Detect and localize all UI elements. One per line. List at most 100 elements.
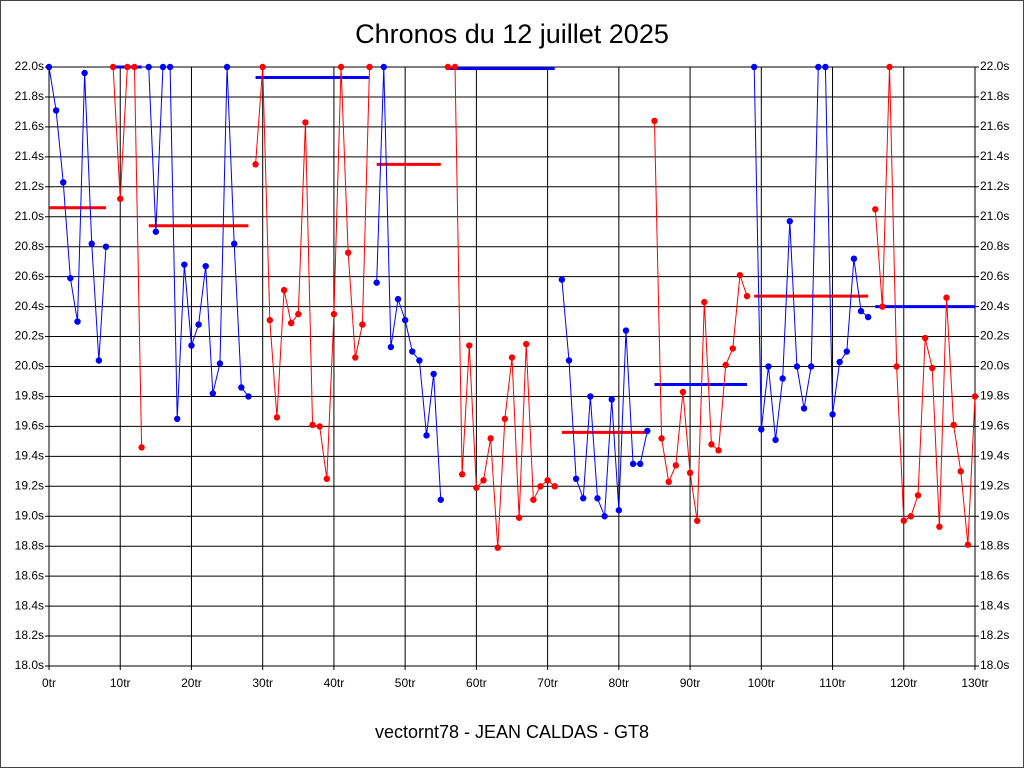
data-point xyxy=(216,360,224,367)
data-point xyxy=(672,462,680,469)
data-point xyxy=(943,294,950,301)
data-point xyxy=(337,63,345,71)
data-point xyxy=(252,161,259,168)
y2-tick-label: 19.2s xyxy=(980,478,1009,492)
data-point xyxy=(394,295,402,303)
y-tick-label: 22.0s xyxy=(15,59,44,73)
chart-title: Chronos du 12 juillet 2025 xyxy=(355,19,669,49)
data-point xyxy=(793,363,801,370)
data-point xyxy=(458,471,466,478)
x-tick-label: 70tr xyxy=(537,676,558,690)
data-point xyxy=(637,460,644,468)
data-point xyxy=(900,517,907,524)
data-point xyxy=(423,432,430,439)
y2-tick-label: 19.8s xyxy=(980,389,1009,403)
data-point xyxy=(430,370,437,378)
y-tick-label: 19.6s xyxy=(15,419,44,433)
data-point xyxy=(74,318,81,325)
data-point xyxy=(302,119,309,126)
data-point xyxy=(964,541,972,548)
data-point xyxy=(330,310,338,318)
data-point xyxy=(387,343,395,351)
data-point xyxy=(60,179,67,186)
y-tick-label: 18.0s xyxy=(15,658,44,672)
y-tick-label: 21.2s xyxy=(15,179,44,193)
x-tick-label: 20tr xyxy=(181,676,202,690)
data-point xyxy=(88,240,95,247)
data-point xyxy=(287,319,295,327)
series-line xyxy=(376,66,442,500)
x-tick-label: 100tr xyxy=(748,676,775,690)
data-point xyxy=(309,421,316,429)
data-point xyxy=(572,475,580,483)
y2-tick-label: 19.0s xyxy=(980,508,1009,522)
data-point xyxy=(437,496,444,503)
data-point xyxy=(188,342,195,349)
data-point xyxy=(800,405,808,412)
y-tick-label: 19.0s xyxy=(15,508,44,522)
data-point xyxy=(822,63,829,71)
data-point xyxy=(843,348,850,355)
data-point xyxy=(779,375,786,382)
y2-tick-label: 20.0s xyxy=(980,359,1009,373)
data-point xyxy=(857,307,865,315)
data-point xyxy=(715,447,722,454)
data-point xyxy=(551,483,558,490)
data-point xyxy=(508,354,516,361)
data-point xyxy=(231,240,238,247)
data-point xyxy=(544,477,551,484)
data-point xyxy=(736,271,744,279)
data-point xyxy=(872,206,879,213)
data-point xyxy=(401,316,409,324)
data-point xyxy=(52,107,60,114)
data-point xyxy=(786,218,793,225)
y2-tick-label: 21.6s xyxy=(980,119,1009,133)
x-tick-label: 0tr xyxy=(42,676,56,690)
data-point xyxy=(622,327,630,334)
data-point xyxy=(409,348,416,355)
data-point xyxy=(765,363,772,370)
data-point xyxy=(929,364,936,372)
data-point xyxy=(209,390,217,397)
data-point xyxy=(879,303,886,310)
y2-tick-label: 22.0s xyxy=(980,59,1009,73)
y-tick-label: 19.2s xyxy=(15,478,44,492)
data-point xyxy=(102,243,110,250)
data-point xyxy=(280,286,288,294)
data-point xyxy=(686,469,694,477)
x-axis-label: vectornt78 - JEAN CALDAS - GT8 xyxy=(375,722,649,742)
data-point xyxy=(494,544,501,551)
y-tick-label: 20.2s xyxy=(15,329,44,343)
data-point xyxy=(694,517,701,524)
x-tick-label: 30tr xyxy=(252,676,273,690)
data-point xyxy=(587,393,594,400)
data-point xyxy=(893,363,900,370)
x-tick-label: 10tr xyxy=(110,676,131,690)
data-point xyxy=(629,460,637,468)
data-point xyxy=(615,507,623,514)
y2-tick-label: 18.4s xyxy=(980,598,1009,612)
x-tick-label: 90tr xyxy=(680,676,701,690)
data-point xyxy=(658,435,665,442)
data-point xyxy=(273,414,281,421)
data-point xyxy=(81,69,88,77)
y2-tick-label: 20.8s xyxy=(980,239,1009,253)
data-point xyxy=(416,357,423,364)
data-point xyxy=(644,427,651,435)
x-tick-label: 110tr xyxy=(819,676,845,690)
y-tick-label: 21.8s xyxy=(15,89,44,103)
data-point xyxy=(565,357,573,364)
y-tick-label: 21.4s xyxy=(15,149,44,163)
data-point xyxy=(359,321,366,328)
data-point xyxy=(537,483,544,490)
x-tick-label: 130tr xyxy=(961,676,988,690)
data-point xyxy=(451,63,459,71)
data-point xyxy=(907,513,915,520)
y2-tick-label: 21.8s xyxy=(980,89,1009,103)
data-point xyxy=(957,468,964,475)
data-point xyxy=(223,63,231,71)
data-point xyxy=(245,393,252,400)
y-tick-label: 21.0s xyxy=(15,209,44,223)
y-tick-label: 20.4s xyxy=(15,299,44,313)
x-tick-label: 80tr xyxy=(609,676,630,690)
